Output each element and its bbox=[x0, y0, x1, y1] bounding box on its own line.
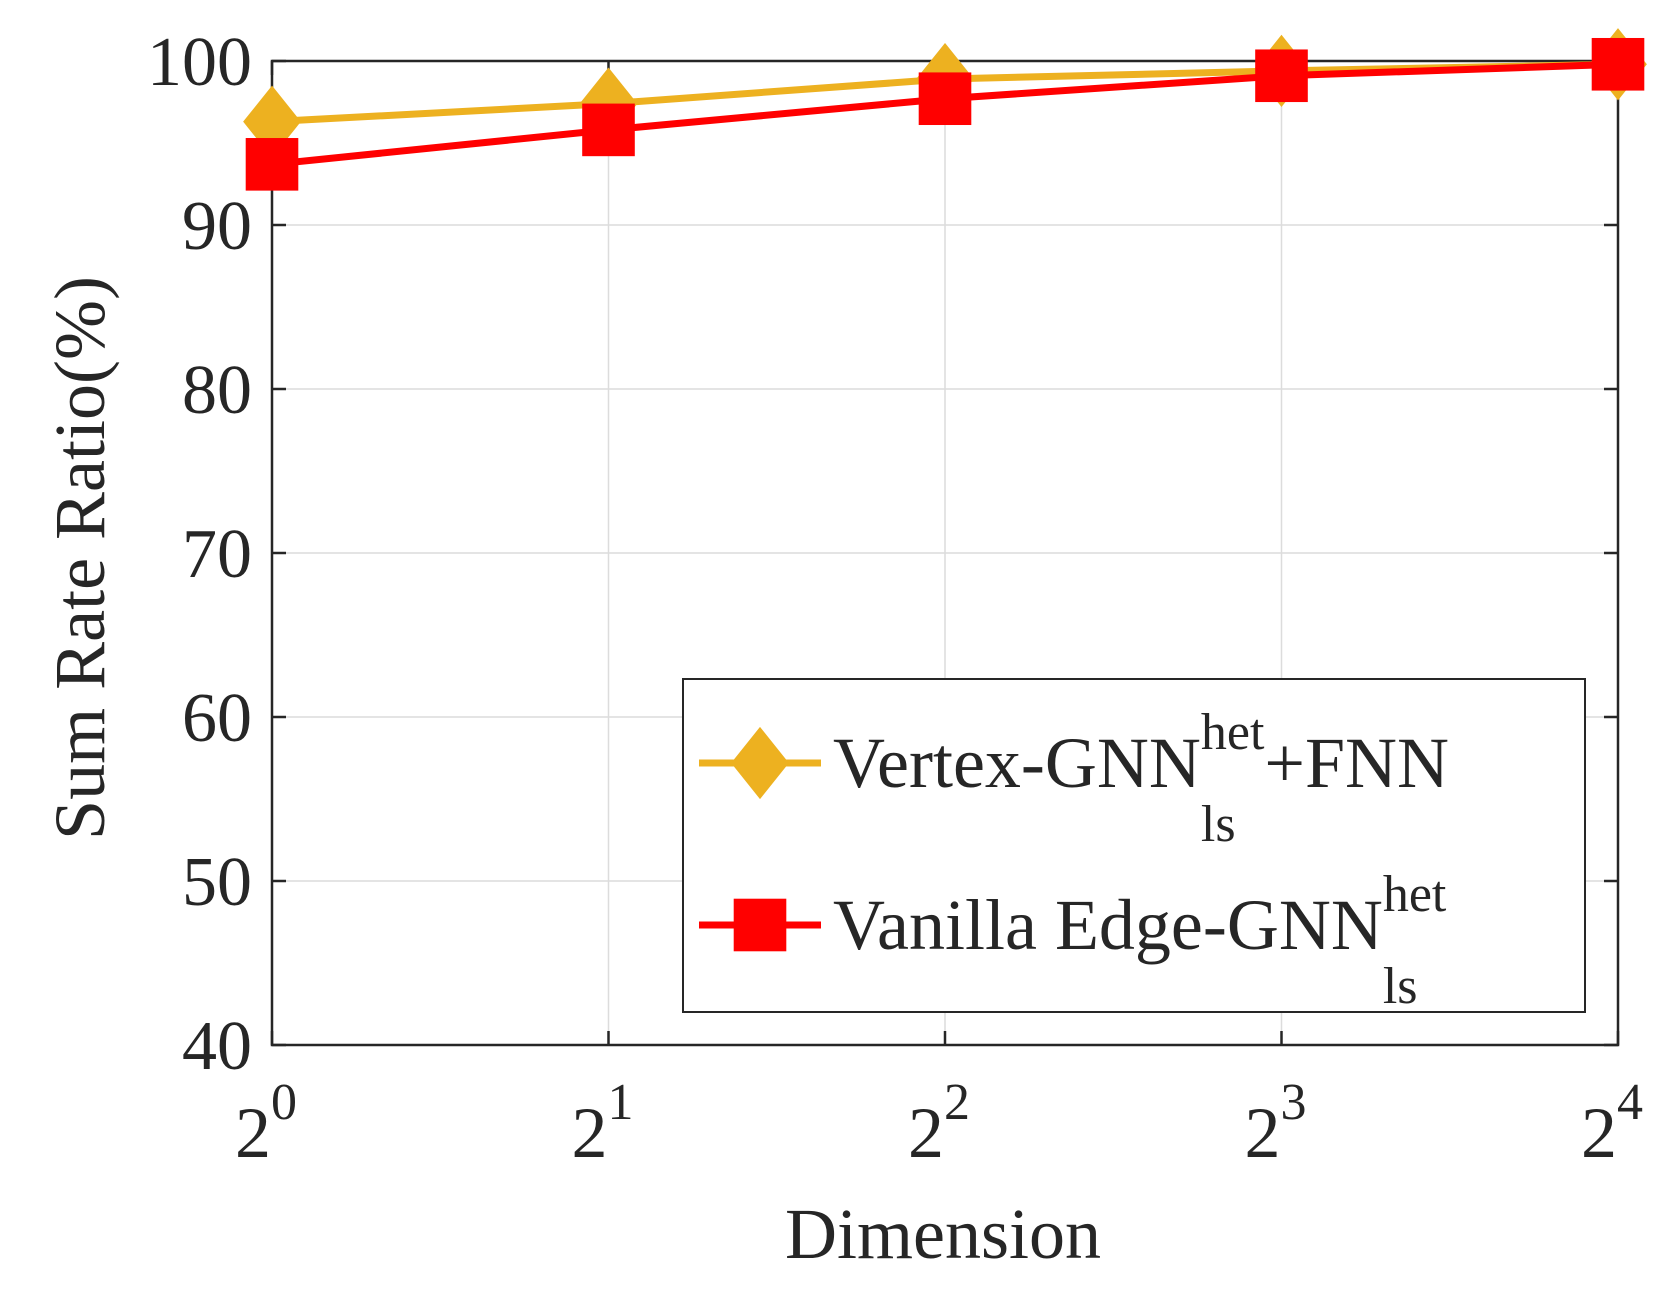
y-tick-label-5: 90 bbox=[182, 188, 252, 265]
y-tick-label-0: 40 bbox=[182, 1008, 252, 1085]
series-1-point-1 bbox=[582, 103, 635, 157]
legend-swatch-marker-1 bbox=[733, 898, 787, 952]
y-tick-label-4: 80 bbox=[182, 352, 252, 429]
x-tick-label-1: 21 bbox=[572, 1074, 634, 1173]
x-tick-label-0: 20 bbox=[235, 1074, 297, 1173]
series-1-point-4 bbox=[1591, 37, 1645, 91]
legend-label-1: Vanilla Edge-GNNhet ls bbox=[833, 866, 1447, 1015]
series-1-point-2 bbox=[918, 72, 972, 126]
x-axis-label: Dimension bbox=[785, 1194, 1101, 1274]
tick-labels: 40 50 60 70 80 90 100 20 21 22 23 24 bbox=[147, 24, 1643, 1173]
legend-box bbox=[682, 678, 1586, 1013]
x-tick-label-3: 23 bbox=[1245, 1074, 1307, 1173]
series-1-point-3 bbox=[1255, 49, 1308, 103]
y-tick-label-2: 60 bbox=[182, 680, 252, 757]
x-tick-label-4: 24 bbox=[1581, 1074, 1643, 1173]
series bbox=[243, 28, 1647, 191]
x-tick-label-2: 22 bbox=[908, 1074, 970, 1173]
series-1-point-0 bbox=[245, 138, 299, 191]
y-tick-label-1: 50 bbox=[182, 844, 252, 921]
legend-label-0: Vertex-GNNhet ls+FNN bbox=[833, 704, 1449, 853]
y-tick-label-6: 100 bbox=[147, 24, 252, 101]
y-axis-label: Sum Rate Ratio(%) bbox=[40, 276, 120, 840]
legend-swatch-marker-0 bbox=[731, 726, 789, 800]
y-tick-label-3: 70 bbox=[182, 516, 252, 593]
